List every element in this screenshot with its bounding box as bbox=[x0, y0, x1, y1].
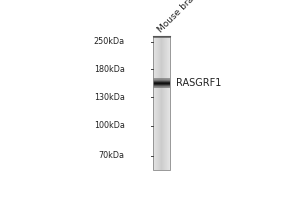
Text: 250kDa: 250kDa bbox=[94, 37, 125, 46]
Bar bbox=[168, 78, 169, 88]
Bar bbox=[153, 36, 170, 170]
Text: Mouse brain: Mouse brain bbox=[156, 0, 202, 34]
Bar bbox=[162, 78, 163, 88]
Bar bbox=[153, 85, 170, 86]
Bar bbox=[166, 78, 167, 88]
Bar bbox=[153, 81, 170, 82]
Bar bbox=[153, 87, 170, 88]
Bar bbox=[164, 78, 165, 88]
Bar bbox=[155, 78, 156, 88]
Bar bbox=[156, 78, 157, 88]
Bar bbox=[153, 78, 154, 88]
Bar bbox=[157, 78, 158, 88]
Bar bbox=[153, 82, 170, 83]
Text: 130kDa: 130kDa bbox=[94, 93, 125, 102]
Text: 180kDa: 180kDa bbox=[94, 65, 125, 74]
Bar bbox=[159, 78, 160, 88]
Text: 70kDa: 70kDa bbox=[99, 151, 125, 160]
Bar bbox=[153, 80, 170, 81]
Bar bbox=[153, 78, 170, 79]
Bar bbox=[169, 78, 170, 88]
Bar bbox=[161, 78, 162, 88]
Bar bbox=[160, 78, 161, 88]
Bar bbox=[153, 79, 170, 80]
Text: 100kDa: 100kDa bbox=[94, 121, 125, 130]
Bar bbox=[153, 84, 170, 85]
Bar bbox=[154, 78, 155, 88]
Text: RASGRF1: RASGRF1 bbox=[176, 78, 221, 88]
Bar bbox=[163, 78, 164, 88]
Bar bbox=[169, 78, 170, 88]
Bar bbox=[158, 78, 159, 88]
Bar bbox=[153, 86, 170, 87]
Bar bbox=[153, 83, 170, 84]
Bar bbox=[165, 78, 166, 88]
Bar bbox=[167, 78, 168, 88]
